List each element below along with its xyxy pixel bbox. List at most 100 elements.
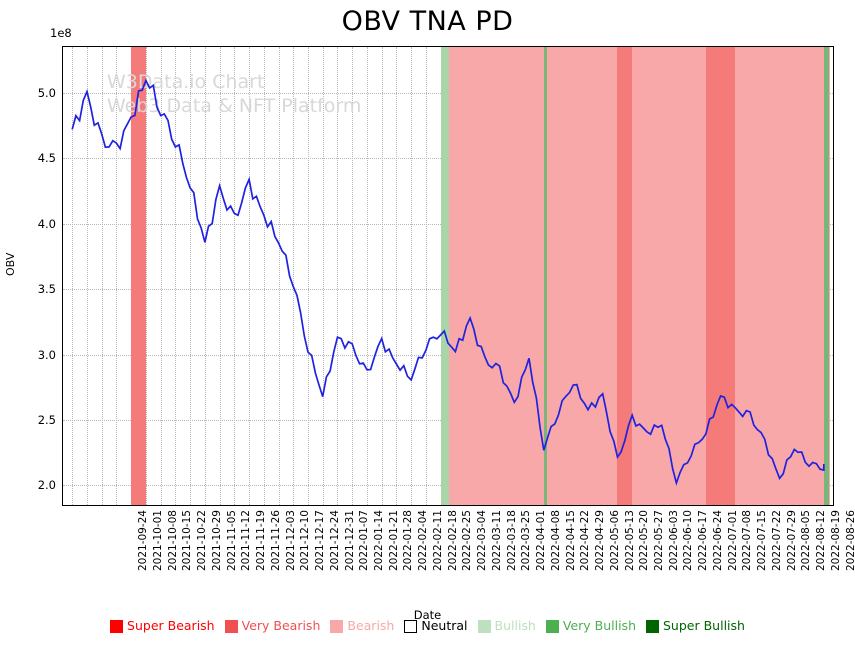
x-tick-label: 2022-01-28 — [402, 510, 415, 572]
x-axis-label: Date — [413, 608, 442, 622]
x-tick-label: 2022-04-29 — [594, 510, 607, 572]
x-tick-label: 2022-06-10 — [682, 510, 695, 572]
x-tick-label: 2022-08-26 — [844, 510, 855, 572]
x-tick-label: 2022-03-18 — [505, 510, 518, 572]
x-tick-label: 2022-07-29 — [785, 510, 798, 572]
x-tick-label: 2022-06-03 — [667, 510, 680, 572]
watermark-line1: W3Data.io Chart — [107, 71, 265, 93]
x-tick-label: 2021-12-17 — [314, 510, 327, 572]
grid-line-vertical — [145, 47, 148, 505]
legend-item[interactable]: Super Bullish — [646, 620, 745, 633]
x-tick-label: 2022-01-14 — [373, 510, 386, 572]
highlight-band — [440, 47, 449, 505]
highlight-band — [131, 47, 146, 505]
y-tick-label: 4.0 — [37, 216, 56, 231]
legend-label: Super Bearish — [127, 618, 215, 634]
x-tick-label: 2022-08-12 — [815, 510, 828, 572]
x-tick-label: 2022-04-01 — [535, 510, 548, 572]
x-tick-label: 2021-09-24 — [137, 510, 150, 572]
legend-label: Super Bullish — [663, 618, 745, 634]
legend-label: Very Bullish — [562, 618, 636, 634]
grid-line-vertical — [101, 47, 104, 505]
x-axis-ticks: 2021-09-24 2021-10-01 2021-10-08 2021-10-15… — [0, 510, 855, 610]
band-layer — [63, 47, 833, 505]
x-tick-label: 2021-10-08 — [166, 510, 179, 572]
x-tick-label: 2021-12-24 — [328, 510, 341, 572]
x-tick-label: 2022-07-15 — [756, 510, 769, 572]
legend-item[interactable]: Bearish — [330, 620, 394, 633]
grid-line-vertical — [396, 47, 398, 505]
y-tick-label: 5.0 — [37, 85, 56, 100]
grid-line-vertical — [308, 47, 310, 505]
legend-swatch — [404, 620, 418, 633]
page-title: OBV TNA PD — [341, 6, 514, 37]
x-tick-label: 2021-10-29 — [210, 510, 223, 572]
legend-swatch — [224, 620, 238, 633]
grid-line-vertical — [72, 47, 74, 505]
grid-line-vertical — [219, 47, 222, 505]
legend-item[interactable]: Bullish — [477, 618, 536, 634]
watermark-layer: W3Data.io Chart Web3 Data & NFT Platform — [63, 47, 833, 505]
x-tick-label: 2022-06-24 — [711, 510, 724, 572]
grid-line-vertical — [381, 47, 384, 505]
watermark-line2: Web3 Data & NFT Platform — [107, 95, 362, 117]
legend-item[interactable]: Very Bullish — [545, 618, 636, 634]
x-tick-label: 2021-11-19 — [255, 510, 268, 572]
x-tick-label: 2022-04-08 — [549, 510, 562, 572]
x-tick-label: 2022-05-13 — [623, 510, 636, 572]
x-tick-label: 2022-01-21 — [387, 510, 400, 572]
legend-swatch — [477, 620, 491, 633]
x-tick-label: 2022-07-01 — [726, 510, 739, 572]
y-tick-label: 3.0 — [37, 347, 56, 362]
x-tick-label: 2021-11-12 — [240, 510, 253, 572]
grid-line-vertical — [366, 47, 369, 505]
x-tick-label: 2022-04-22 — [579, 510, 592, 572]
legend-label: Very Bearish — [241, 618, 321, 634]
y-tick-label: 2.0 — [37, 478, 56, 493]
x-tick-label: 2021-10-01 — [152, 510, 164, 572]
x-tick-label: 2022-05-27 — [653, 510, 666, 572]
highlight-band — [448, 47, 831, 505]
y-tick-label: 2.5 — [37, 412, 56, 427]
legend-item[interactable]: Very Bearish — [224, 618, 321, 634]
legend-item[interactable]: Super Bearish — [110, 620, 215, 633]
grid-line-vertical — [160, 47, 163, 505]
y-axis-exponent: 1e8 — [50, 26, 72, 40]
y-tick-label: 4.5 — [37, 151, 56, 166]
x-tick-label: 2022-02-04 — [417, 510, 430, 572]
grid-line-vertical — [278, 47, 281, 505]
x-tick-label: 2022-02-11 — [431, 510, 444, 572]
y-axis-ticks: 2.0 2.5 3.0 3.5 4.0 4.5 5.0 — [0, 0, 56, 646]
x-tick-label: 2022-02-25 — [461, 510, 474, 572]
highlight-band — [617, 47, 633, 505]
x-tick-label: 2022-08-19 — [829, 510, 842, 572]
x-tick-label: 2022-05-06 — [608, 510, 621, 572]
grid-line-vertical — [337, 47, 339, 505]
grid-line-vertical — [204, 47, 207, 505]
x-tick-label: 2022-01-07 — [358, 510, 371, 572]
highlight-band — [705, 47, 736, 505]
grid-line-vertical — [249, 47, 251, 505]
legend-label: Neutral — [421, 618, 468, 634]
grid-line-vertical — [322, 47, 325, 505]
legend-label: Bullish — [494, 618, 536, 634]
x-tick-label: 2022-03-25 — [520, 510, 533, 572]
grid-line-vertical — [263, 47, 266, 505]
grid-line-vertical — [175, 47, 177, 505]
x-tick-label: 2022-05-20 — [638, 510, 651, 572]
legend-item[interactable]: Neutral — [404, 618, 468, 634]
grid-line-vertical — [425, 47, 428, 505]
legend-swatch — [545, 620, 559, 633]
highlight-band — [543, 47, 547, 505]
y-tick-label: 3.5 — [37, 282, 56, 297]
grid-line-vertical — [411, 47, 413, 505]
x-tick-label: 2021-10-15 — [181, 510, 194, 572]
x-tick-label: 2022-07-08 — [741, 510, 754, 572]
plot-area: W3Data.io Chart Web3 Data & NFT Platform — [62, 46, 834, 506]
x-tick-label: 2021-10-22 — [196, 510, 209, 572]
grid-line-vertical — [86, 47, 89, 505]
grid-line-vertical — [352, 47, 354, 505]
x-tick-label: 2021-11-26 — [269, 510, 282, 572]
x-tick-label: 2022-03-04 — [476, 510, 489, 572]
